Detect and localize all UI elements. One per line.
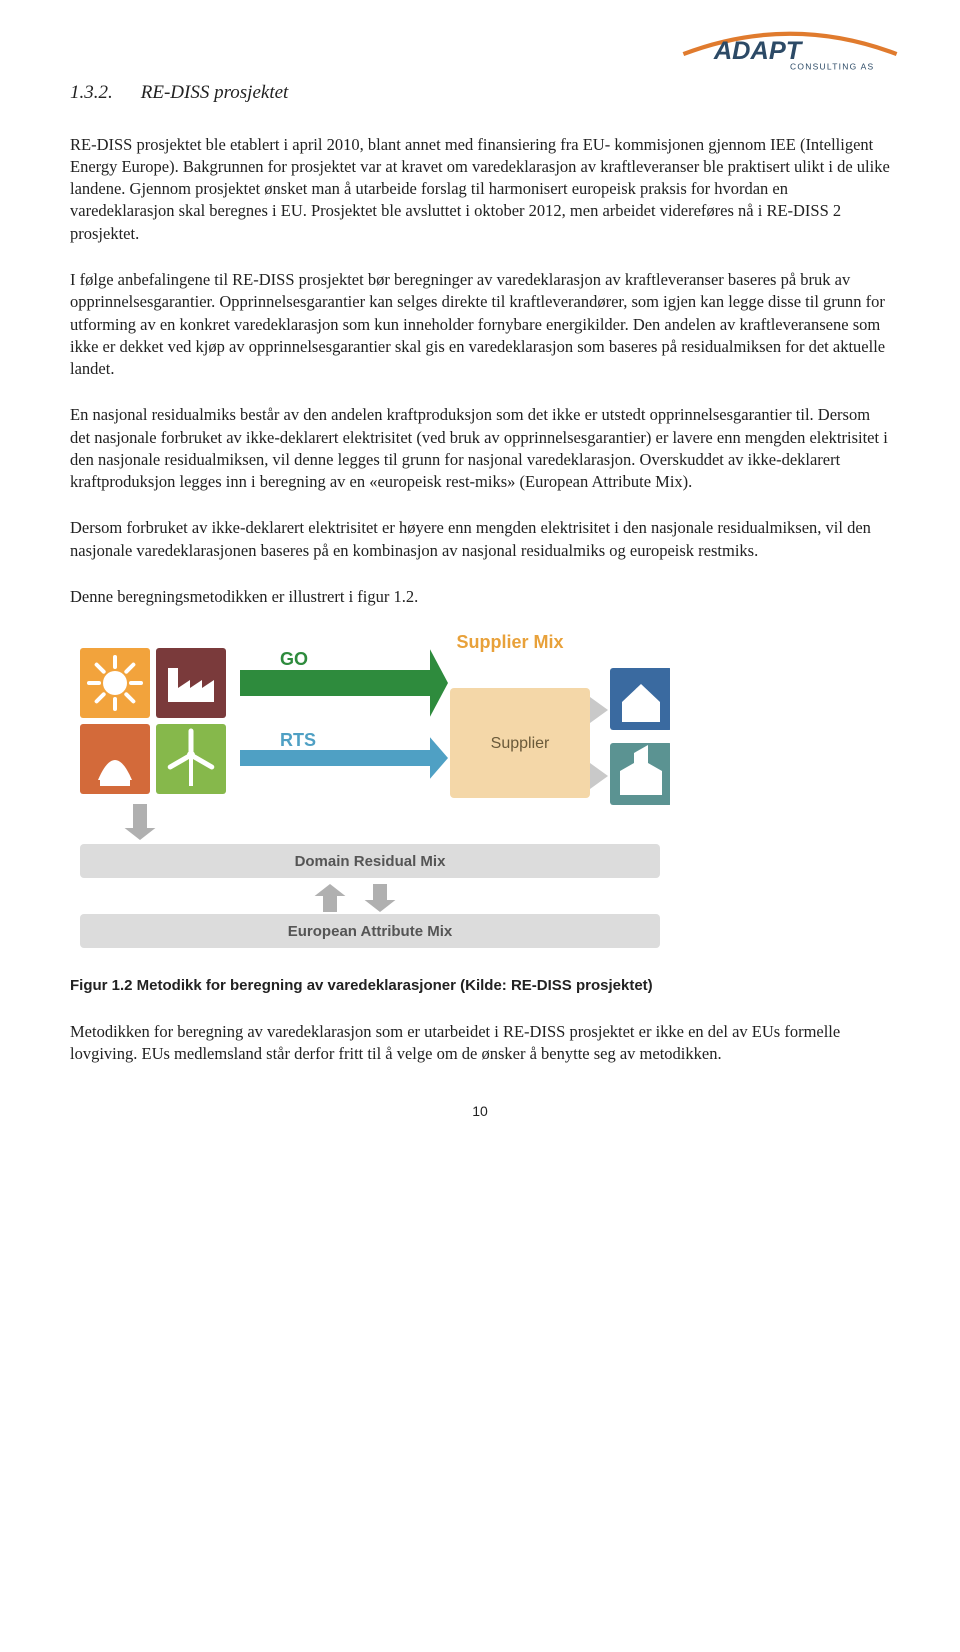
svg-text:Domain Residual Mix: Domain Residual Mix: [295, 853, 447, 870]
paragraph: Dersom forbruket av ikke-deklarert elekt…: [70, 517, 890, 562]
svg-text:European Attribute Mix: European Attribute Mix: [288, 923, 453, 940]
paragraph: Denne beregningsmetodikken er illustrert…: [70, 586, 890, 608]
section-heading: 1.3.2. RE-DISS prosjektet: [70, 80, 890, 106]
logo-svg: ADAPT CONSULTING AS: [680, 24, 900, 74]
section-number: 1.3.2.: [70, 80, 113, 106]
svg-text:RTS: RTS: [280, 730, 316, 750]
paragraph: En nasjonal residualmiks består av den a…: [70, 404, 890, 493]
svg-text:Supplier: Supplier: [491, 735, 550, 752]
body-text: RE-DISS prosjektet ble etablert i april …: [70, 134, 890, 609]
brand-logo: ADAPT CONSULTING AS: [660, 24, 900, 80]
paragraph: I følge anbefalingene til RE-DISS prosje…: [70, 269, 890, 380]
paragraph: RE-DISS prosjektet ble etablert i april …: [70, 134, 890, 245]
section-title: RE-DISS prosjektet: [141, 80, 289, 106]
paragraph: Metodikken for beregning av varedeklaras…: [70, 1021, 890, 1066]
figure-diagram: GO RTS Supplier Supplier Mix Domain Residual…: [70, 628, 670, 958]
figure-1-2: GO RTS Supplier Supplier Mix Domain Residual…: [70, 628, 890, 964]
logo-text-sub: CONSULTING AS: [790, 61, 874, 71]
svg-text:GO: GO: [280, 649, 308, 669]
svg-text:Supplier Mix: Supplier Mix: [456, 632, 563, 652]
figure-caption: Figur 1.2 Metodikk for beregning av vare…: [70, 976, 890, 996]
page-number: 10: [472, 1102, 488, 1121]
